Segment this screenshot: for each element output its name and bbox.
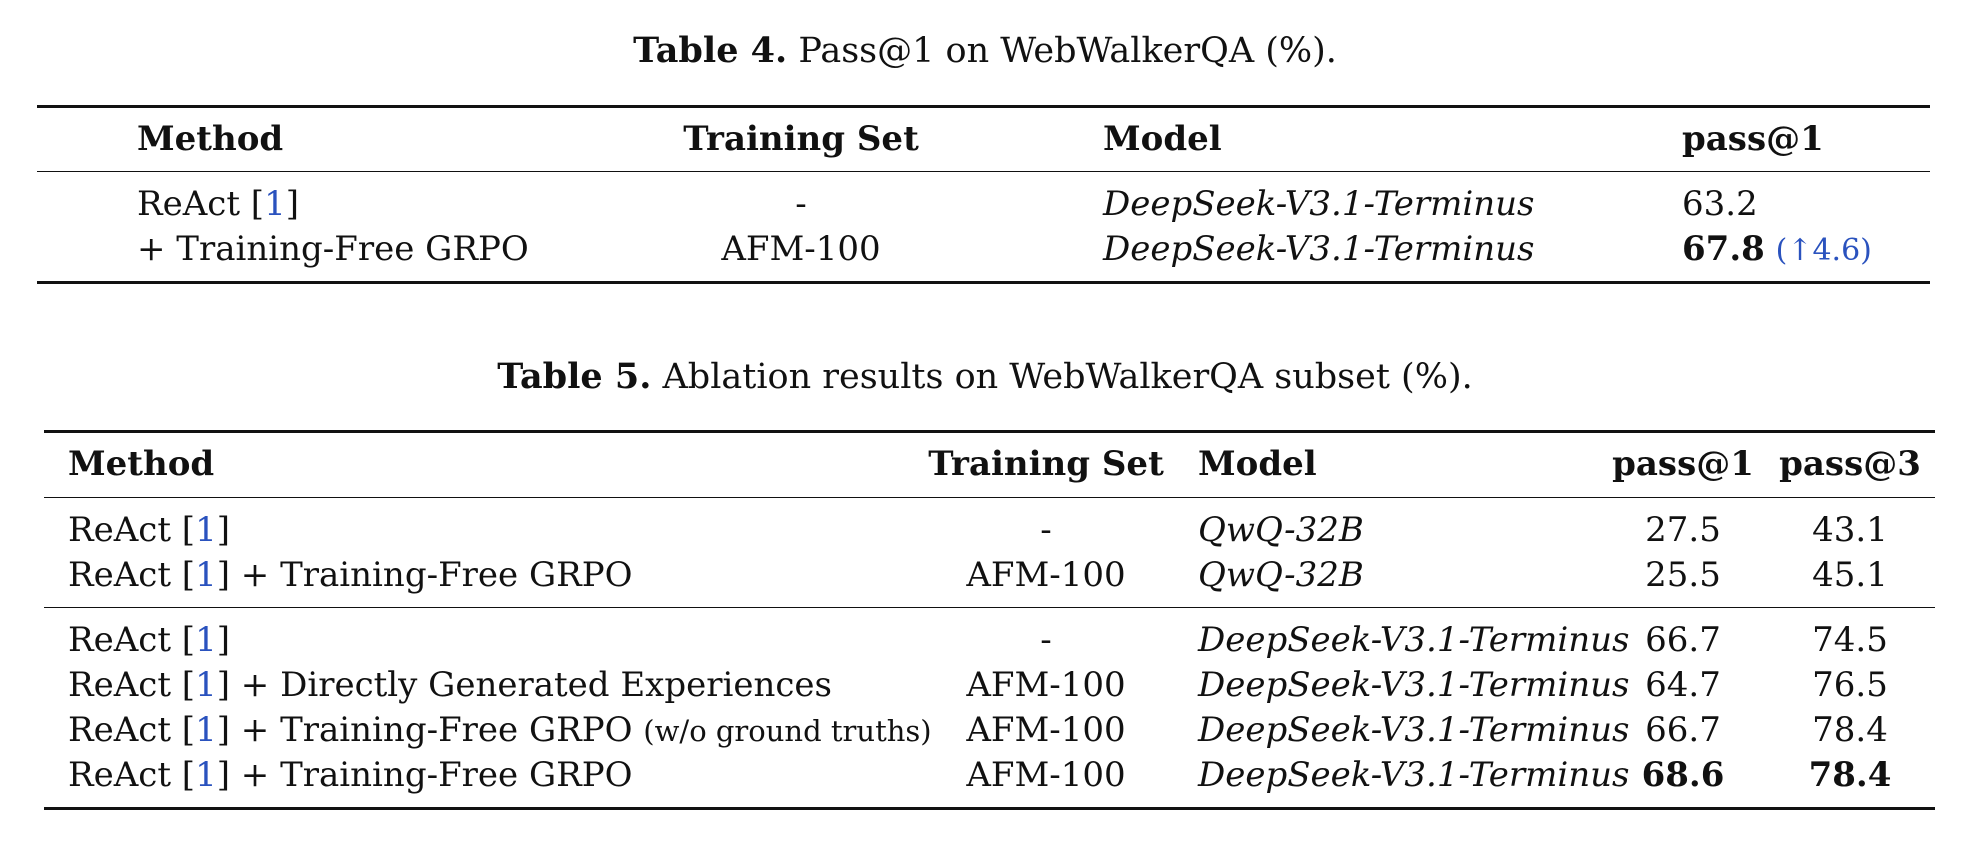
table4-row2-model: DeepSeek-V3.1-Terminus <box>1103 229 1535 269</box>
table5-row4-pass1: 64.7 <box>1645 665 1721 705</box>
table4-header-method: Method <box>137 119 284 159</box>
table5-row4-pass3: 76.5 <box>1812 665 1888 705</box>
citation-link[interactable]: 1 <box>195 665 217 705</box>
table5-header-pass3: pass@3 <box>1779 444 1921 484</box>
table5-header-model: Model <box>1198 444 1317 484</box>
table5-row1-model: QwQ-32B <box>1198 510 1364 550</box>
table4-header-training-set: Training Set <box>683 119 919 159</box>
table5-row5-method: ReAct [1] + Training-Free GRPO (w/o grou… <box>68 710 932 750</box>
table5-row3-model: DeepSeek-V3.1-Terminus <box>1198 620 1630 660</box>
table5-row2-model: QwQ-32B <box>1198 555 1364 595</box>
table5-row2-pass3: 45.1 <box>1812 555 1888 595</box>
table5-row5-model: DeepSeek-V3.1-Terminus <box>1198 710 1630 750</box>
table5-row2-method: ReAct [1] + Training-Free GRPO <box>68 555 633 595</box>
table5-top-rule <box>44 430 1935 433</box>
table4-caption: Table 4. Pass@1 on WebWalkerQA (%). <box>0 33 1970 69</box>
table5-row6-training-set: AFM-100 <box>966 755 1126 795</box>
table4-caption-text: Pass@1 on WebWalkerQA (%). <box>798 31 1337 71</box>
citation-link[interactable]: 1 <box>195 555 217 595</box>
table4-header-rule <box>37 171 1930 172</box>
table5-row1-pass1: 27.5 <box>1645 510 1721 550</box>
table5-caption-label: Table 5. <box>497 356 652 397</box>
table4-row1-training-set: - <box>795 184 807 224</box>
table4-header-model: Model <box>1103 119 1222 159</box>
table5-row6-pass1: 68.6 <box>1641 755 1725 795</box>
table4-row1-model: DeepSeek-V3.1-Terminus <box>1103 184 1535 224</box>
table5-row4-method: ReAct [1] + Directly Generated Experienc… <box>68 665 832 705</box>
table5-group-rule <box>44 607 1935 608</box>
table5-row2-training-set: AFM-100 <box>966 555 1126 595</box>
table5-row6-method: ReAct [1] + Training-Free GRPO <box>68 755 633 795</box>
table5-row1-method: ReAct [1] <box>68 510 230 550</box>
table5-header-rule <box>44 497 1935 498</box>
table5-header-method: Method <box>68 444 215 484</box>
table5-row4-model: DeepSeek-V3.1-Terminus <box>1198 665 1630 705</box>
table5-row3-method: ReAct [1] <box>68 620 230 660</box>
table4-row2-training-set: AFM-100 <box>721 229 881 269</box>
table5-row4-training-set: AFM-100 <box>966 665 1126 705</box>
table4-row2-pass1-value: 67.8 <box>1682 229 1765 269</box>
table5-bottom-rule <box>44 807 1935 810</box>
table5-row5-pass1: 66.7 <box>1645 710 1721 750</box>
table5-row3-pass1: 66.7 <box>1645 620 1721 660</box>
table4-top-rule <box>37 105 1930 108</box>
citation-link[interactable]: 1 <box>195 755 217 795</box>
table5-row5-pass3: 78.4 <box>1812 710 1888 750</box>
table5-row1-pass3: 43.1 <box>1812 510 1888 550</box>
table5-row3-pass3: 74.5 <box>1812 620 1888 660</box>
table4-caption-label: Table 4. <box>633 30 788 71</box>
table5-row5-note: (w/o ground truths) <box>643 714 932 748</box>
table4-row2-delta: (↑4.6) <box>1775 233 1872 268</box>
table5-header-pass1: pass@1 <box>1612 444 1754 484</box>
table4-header-pass1: pass@1 <box>1682 119 1824 159</box>
table5-row1-training-set: - <box>1040 510 1052 550</box>
table5-row5-training-set: AFM-100 <box>966 710 1126 750</box>
table5-caption-text: Ablation results on WebWalkerQA subset (… <box>662 357 1473 397</box>
table4-row1-pass1: 63.2 <box>1682 184 1758 224</box>
table4-row2-pass1: 67.8 (↑4.6) <box>1682 232 1872 266</box>
citation-link[interactable]: 1 <box>195 510 217 550</box>
table5-row6-pass3: 78.4 <box>1808 755 1892 795</box>
table5-row6-model: DeepSeek-V3.1-Terminus <box>1198 755 1630 795</box>
table4-row2-method: + Training-Free GRPO <box>137 229 529 269</box>
citation-link[interactable]: 1 <box>195 710 217 750</box>
table5-header-training-set: Training Set <box>928 444 1164 484</box>
citation-link[interactable]: 1 <box>195 620 217 660</box>
table5-row3-training-set: - <box>1040 620 1052 660</box>
table4-bottom-rule <box>37 281 1930 284</box>
table5-row2-pass1: 25.5 <box>1645 555 1721 595</box>
table4-row1-method: ReAct [1] <box>137 184 299 224</box>
citation-link[interactable]: 1 <box>264 184 286 224</box>
table5-caption: Table 5. Ablation results on WebWalkerQA… <box>0 359 1970 395</box>
